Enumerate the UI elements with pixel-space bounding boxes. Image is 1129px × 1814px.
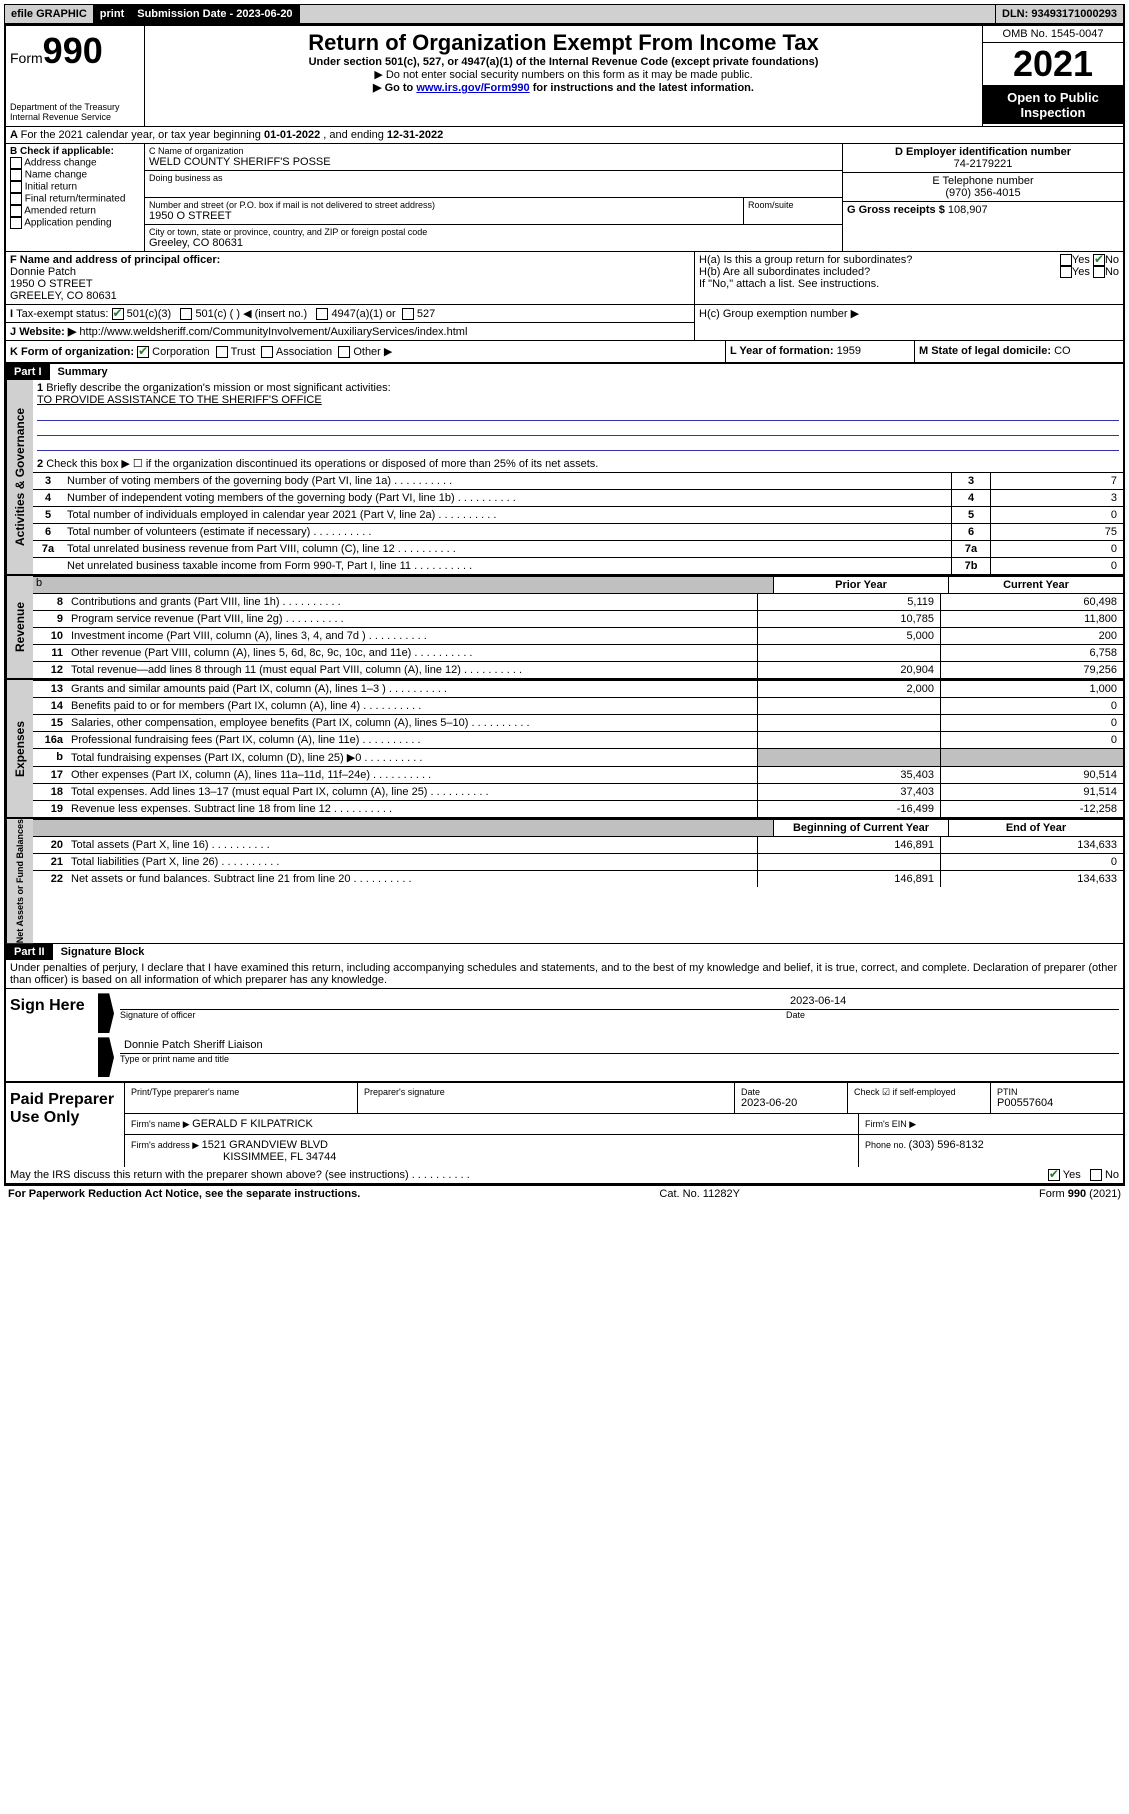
side-na: Net Assets or Fund Balances bbox=[6, 819, 33, 943]
box-hc: H(c) Group exemption number ▶ bbox=[695, 305, 1123, 340]
data-line: 10Investment income (Part VIII, column (… bbox=[33, 627, 1123, 644]
city: Greeley, CO 80631 bbox=[149, 237, 838, 249]
summary-line: 3Number of voting members of the governi… bbox=[33, 472, 1123, 489]
efile-label: efile GRAPHIC bbox=[5, 5, 94, 23]
part1-ag: Activities & Governance 1 Briefly descri… bbox=[6, 380, 1123, 574]
tax-year: 2021 bbox=[983, 43, 1123, 86]
data-line: 19Revenue less expenses. Subtract line 1… bbox=[33, 800, 1123, 817]
side-ag: Activities & Governance bbox=[6, 380, 33, 574]
sign-here-row: Sign Here Signature of officer 2023-06-1… bbox=[6, 989, 1123, 1082]
summary-line: 6Total number of volunteers (estimate if… bbox=[33, 523, 1123, 540]
firm-addr: 1521 GRANDVIEW BLVD bbox=[202, 1139, 328, 1151]
box-h: H(a) Is this a group return for subordin… bbox=[695, 252, 1123, 304]
data-line: 8Contributions and grants (Part VIII, li… bbox=[33, 593, 1123, 610]
box-c: C Name of organization WELD COUNTY SHERI… bbox=[145, 144, 843, 251]
data-line: 22Net assets or fund balances. Subtract … bbox=[33, 870, 1123, 887]
ptin: P00557604 bbox=[997, 1097, 1117, 1109]
discuss-row: May the IRS discuss this return with the… bbox=[6, 1167, 1123, 1184]
top-bar: efile GRAPHIC print Submission Date - 20… bbox=[4, 4, 1125, 24]
part1-header: Part I Summary bbox=[6, 363, 1123, 380]
box-b: B Check if applicable: Address change Na… bbox=[6, 144, 145, 251]
form-container: Form990 Department of the Treasury Inter… bbox=[4, 24, 1125, 1186]
irs-label: Internal Revenue Service bbox=[10, 112, 140, 122]
header-left: Form990 Department of the Treasury Inter… bbox=[6, 26, 145, 126]
line-a: A For the 2021 calendar year, or tax yea… bbox=[6, 127, 1123, 144]
box-l: L Year of formation: 1959 bbox=[726, 341, 915, 362]
box-de: D Employer identification number 74-2179… bbox=[843, 144, 1123, 251]
data-line: 20Total assets (Part X, line 16)146,8911… bbox=[33, 836, 1123, 853]
data-line: 16aProfessional fundraising fees (Part I… bbox=[33, 731, 1123, 748]
dln: DLN: 93493171000293 bbox=[996, 5, 1124, 23]
box-j: J Website: ▶ http://www.weldsheriff.com/… bbox=[6, 323, 694, 340]
data-line: 13Grants and similar amounts paid (Part … bbox=[33, 680, 1123, 697]
subtitle-3: ▶ Go to www.irs.gov/Form990 for instruct… bbox=[149, 81, 978, 94]
ein: 74-2179221 bbox=[847, 158, 1119, 170]
data-line: 12Total revenue—add lines 8 through 11 (… bbox=[33, 661, 1123, 678]
part2-header: Part II Signature Block bbox=[6, 943, 1123, 960]
part1-na: Net Assets or Fund Balances Beginning of… bbox=[6, 817, 1123, 943]
footer: For Paperwork Reduction Act Notice, see … bbox=[4, 1186, 1125, 1202]
section-bcde: B Check if applicable: Address change Na… bbox=[6, 144, 1123, 252]
org-name: WELD COUNTY SHERIFF'S POSSE bbox=[149, 156, 838, 168]
data-line: 11Other revenue (Part VIII, column (A), … bbox=[33, 644, 1123, 661]
section-klm: K Form of organization: Corporation Trus… bbox=[6, 341, 1123, 363]
dept-label: Department of the Treasury bbox=[10, 102, 140, 112]
header-right: OMB No. 1545-0047 2021 Open to Public In… bbox=[983, 26, 1123, 126]
box-k: K Form of organization: Corporation Trus… bbox=[6, 341, 726, 362]
inspection-label: Open to Public Inspection bbox=[983, 86, 1123, 124]
data-line: 15Salaries, other compensation, employee… bbox=[33, 714, 1123, 731]
subtitle-1: Under section 501(c), 527, or 4947(a)(1)… bbox=[149, 56, 978, 68]
sign-arrow-icon bbox=[98, 993, 114, 1033]
side-exp: Expenses bbox=[6, 680, 33, 817]
box-i: I Tax-exempt status: 501(c)(3) 501(c) ( … bbox=[6, 305, 694, 323]
print-button[interactable]: print bbox=[94, 5, 131, 23]
side-rev: Revenue bbox=[6, 576, 33, 678]
box-f: F Name and address of principal officer:… bbox=[6, 252, 695, 304]
firm-phone: (303) 596-8132 bbox=[909, 1139, 984, 1151]
firm-name: GERALD F KILPATRICK bbox=[192, 1118, 313, 1130]
subtitle-2: ▶ Do not enter social security numbers o… bbox=[149, 68, 978, 81]
part1-exp: Expenses 13Grants and similar amounts pa… bbox=[6, 678, 1123, 817]
form-title: Return of Organization Exempt From Incom… bbox=[149, 30, 978, 56]
data-line: 18Total expenses. Add lines 13–17 (must … bbox=[33, 783, 1123, 800]
mission: TO PROVIDE ASSISTANCE TO THE SHERIFF'S O… bbox=[37, 394, 322, 406]
sign-arrow-icon bbox=[98, 1037, 114, 1077]
topbar-spacer bbox=[300, 5, 996, 23]
header-center: Return of Organization Exempt From Incom… bbox=[145, 26, 983, 126]
sig-date: 2023-06-14 bbox=[786, 993, 1119, 1010]
declaration: Under penalties of perjury, I declare th… bbox=[6, 960, 1123, 989]
form-header: Form990 Department of the Treasury Inter… bbox=[6, 26, 1123, 127]
box-m: M State of legal domicile: CO bbox=[915, 341, 1123, 362]
website-url: http://www.weldsheriff.com/CommunityInvo… bbox=[79, 326, 467, 338]
data-line: bTotal fundraising expenses (Part IX, co… bbox=[33, 748, 1123, 766]
summary-line: 5Total number of individuals employed in… bbox=[33, 506, 1123, 523]
omb-label: OMB No. 1545-0047 bbox=[983, 26, 1123, 43]
street: 1950 O STREET bbox=[149, 210, 739, 222]
officer-name: Donnie Patch Sheriff Liaison bbox=[120, 1037, 1119, 1054]
summary-line: 4Number of independent voting members of… bbox=[33, 489, 1123, 506]
summary-line: 7aTotal unrelated business revenue from … bbox=[33, 540, 1123, 557]
gross-receipts: 108,907 bbox=[948, 204, 988, 216]
submission-date-button[interactable]: Submission Date - 2023-06-20 bbox=[131, 5, 299, 23]
irs-link[interactable]: www.irs.gov/Form990 bbox=[416, 82, 529, 94]
section-ij-hc: I Tax-exempt status: 501(c)(3) 501(c) ( … bbox=[6, 305, 1123, 341]
part1-rev: Revenue b Prior Year Current Year 8Contr… bbox=[6, 574, 1123, 678]
paid-preparer: Paid Preparer Use Only Print/Type prepar… bbox=[6, 1082, 1123, 1167]
summary-line: Net unrelated business taxable income fr… bbox=[33, 557, 1123, 574]
data-line: 17Other expenses (Part IX, column (A), l… bbox=[33, 766, 1123, 783]
phone: (970) 356-4015 bbox=[847, 187, 1119, 199]
data-line: 14Benefits paid to or for members (Part … bbox=[33, 697, 1123, 714]
section-fh: F Name and address of principal officer:… bbox=[6, 252, 1123, 305]
data-line: 21Total liabilities (Part X, line 26)0 bbox=[33, 853, 1123, 870]
data-line: 9Program service revenue (Part VIII, lin… bbox=[33, 610, 1123, 627]
